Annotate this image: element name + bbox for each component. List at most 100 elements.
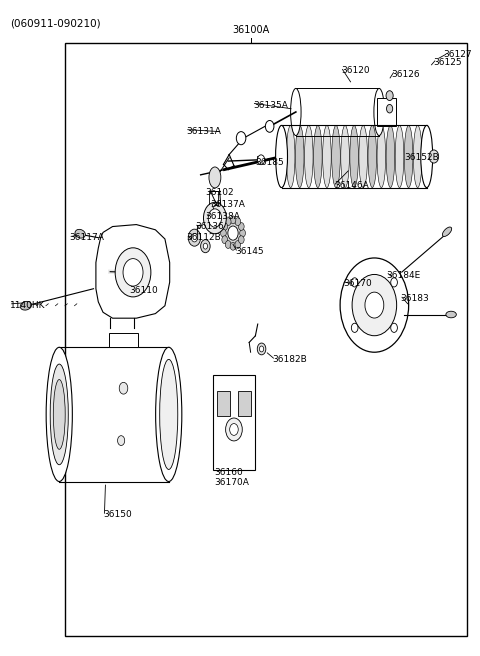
Text: 36112B: 36112B	[186, 233, 221, 242]
Ellipse shape	[230, 242, 236, 250]
Ellipse shape	[259, 346, 264, 352]
Text: 36146A: 36146A	[334, 181, 369, 190]
Text: 1140HK: 1140HK	[10, 300, 46, 310]
Text: 36126: 36126	[391, 70, 420, 79]
Text: 36184E: 36184E	[386, 271, 420, 280]
Ellipse shape	[351, 277, 358, 287]
Ellipse shape	[46, 347, 72, 482]
Text: 36110: 36110	[129, 285, 158, 295]
Ellipse shape	[413, 125, 422, 188]
Ellipse shape	[265, 121, 274, 133]
Ellipse shape	[422, 125, 431, 188]
Ellipse shape	[240, 229, 245, 237]
Ellipse shape	[276, 125, 288, 188]
Text: 36170A: 36170A	[214, 478, 249, 487]
Ellipse shape	[115, 248, 151, 297]
Ellipse shape	[304, 125, 313, 188]
Ellipse shape	[287, 125, 295, 188]
Ellipse shape	[160, 359, 178, 470]
Ellipse shape	[359, 125, 368, 188]
Ellipse shape	[75, 230, 85, 238]
Text: 36137A: 36137A	[210, 201, 245, 209]
Bar	[65, 43, 467, 636]
Text: 36131A: 36131A	[186, 127, 221, 136]
Ellipse shape	[118, 436, 125, 445]
Ellipse shape	[386, 91, 393, 100]
Text: 36170: 36170	[343, 279, 372, 288]
Ellipse shape	[188, 229, 201, 246]
Ellipse shape	[323, 125, 331, 188]
Ellipse shape	[391, 277, 397, 287]
Ellipse shape	[236, 132, 246, 145]
Ellipse shape	[201, 239, 210, 253]
Ellipse shape	[395, 125, 404, 188]
Text: 36138A: 36138A	[205, 212, 240, 220]
Ellipse shape	[123, 258, 143, 286]
Ellipse shape	[350, 125, 359, 188]
Text: 36136: 36136	[195, 222, 224, 231]
Ellipse shape	[156, 347, 182, 482]
Ellipse shape	[230, 216, 236, 224]
Ellipse shape	[239, 236, 244, 243]
Ellipse shape	[203, 243, 207, 249]
Ellipse shape	[340, 258, 408, 352]
Ellipse shape	[257, 155, 264, 165]
Ellipse shape	[222, 222, 228, 230]
Ellipse shape	[332, 125, 340, 188]
Ellipse shape	[225, 241, 231, 249]
Ellipse shape	[351, 323, 358, 333]
Ellipse shape	[352, 274, 396, 336]
Bar	[238, 392, 251, 417]
Text: (060911-090210): (060911-090210)	[10, 18, 101, 29]
Ellipse shape	[404, 125, 413, 188]
Ellipse shape	[446, 311, 456, 318]
Ellipse shape	[290, 89, 301, 136]
Ellipse shape	[295, 125, 304, 188]
Ellipse shape	[365, 292, 384, 318]
Text: 36150: 36150	[103, 510, 132, 519]
Ellipse shape	[119, 382, 128, 394]
Text: 36183: 36183	[400, 294, 429, 303]
Bar	[377, 98, 396, 127]
Text: 36102: 36102	[205, 188, 234, 197]
Text: 36152B: 36152B	[404, 154, 439, 162]
Ellipse shape	[368, 125, 377, 188]
Ellipse shape	[229, 424, 238, 436]
Ellipse shape	[225, 218, 231, 226]
Text: 36182B: 36182B	[272, 355, 307, 364]
Bar	[164, 398, 173, 429]
Text: 36185: 36185	[255, 158, 284, 167]
Ellipse shape	[341, 125, 349, 188]
Ellipse shape	[421, 125, 432, 188]
Ellipse shape	[235, 241, 240, 249]
Text: 36120: 36120	[341, 66, 370, 75]
Ellipse shape	[222, 236, 228, 243]
Ellipse shape	[239, 222, 244, 230]
Text: 36100A: 36100A	[232, 25, 269, 35]
Ellipse shape	[220, 229, 226, 237]
Bar	[109, 333, 138, 347]
Ellipse shape	[226, 418, 242, 441]
Ellipse shape	[204, 202, 227, 234]
Ellipse shape	[377, 125, 385, 188]
Ellipse shape	[208, 209, 222, 227]
Ellipse shape	[209, 167, 221, 188]
Bar	[217, 392, 230, 417]
Ellipse shape	[53, 380, 65, 449]
Text: 36145: 36145	[235, 247, 264, 256]
Text: 36117A: 36117A	[70, 233, 105, 242]
Ellipse shape	[443, 227, 452, 236]
Polygon shape	[96, 224, 170, 318]
Bar	[213, 375, 255, 470]
Ellipse shape	[277, 125, 286, 188]
Ellipse shape	[228, 226, 238, 240]
Text: 36135A: 36135A	[253, 101, 288, 110]
Ellipse shape	[257, 343, 266, 355]
Ellipse shape	[386, 104, 393, 113]
Text: 36125: 36125	[433, 58, 462, 67]
Text: 36160: 36160	[214, 468, 243, 476]
Ellipse shape	[50, 364, 68, 464]
Ellipse shape	[386, 125, 395, 188]
Ellipse shape	[429, 150, 439, 163]
Ellipse shape	[374, 89, 384, 136]
